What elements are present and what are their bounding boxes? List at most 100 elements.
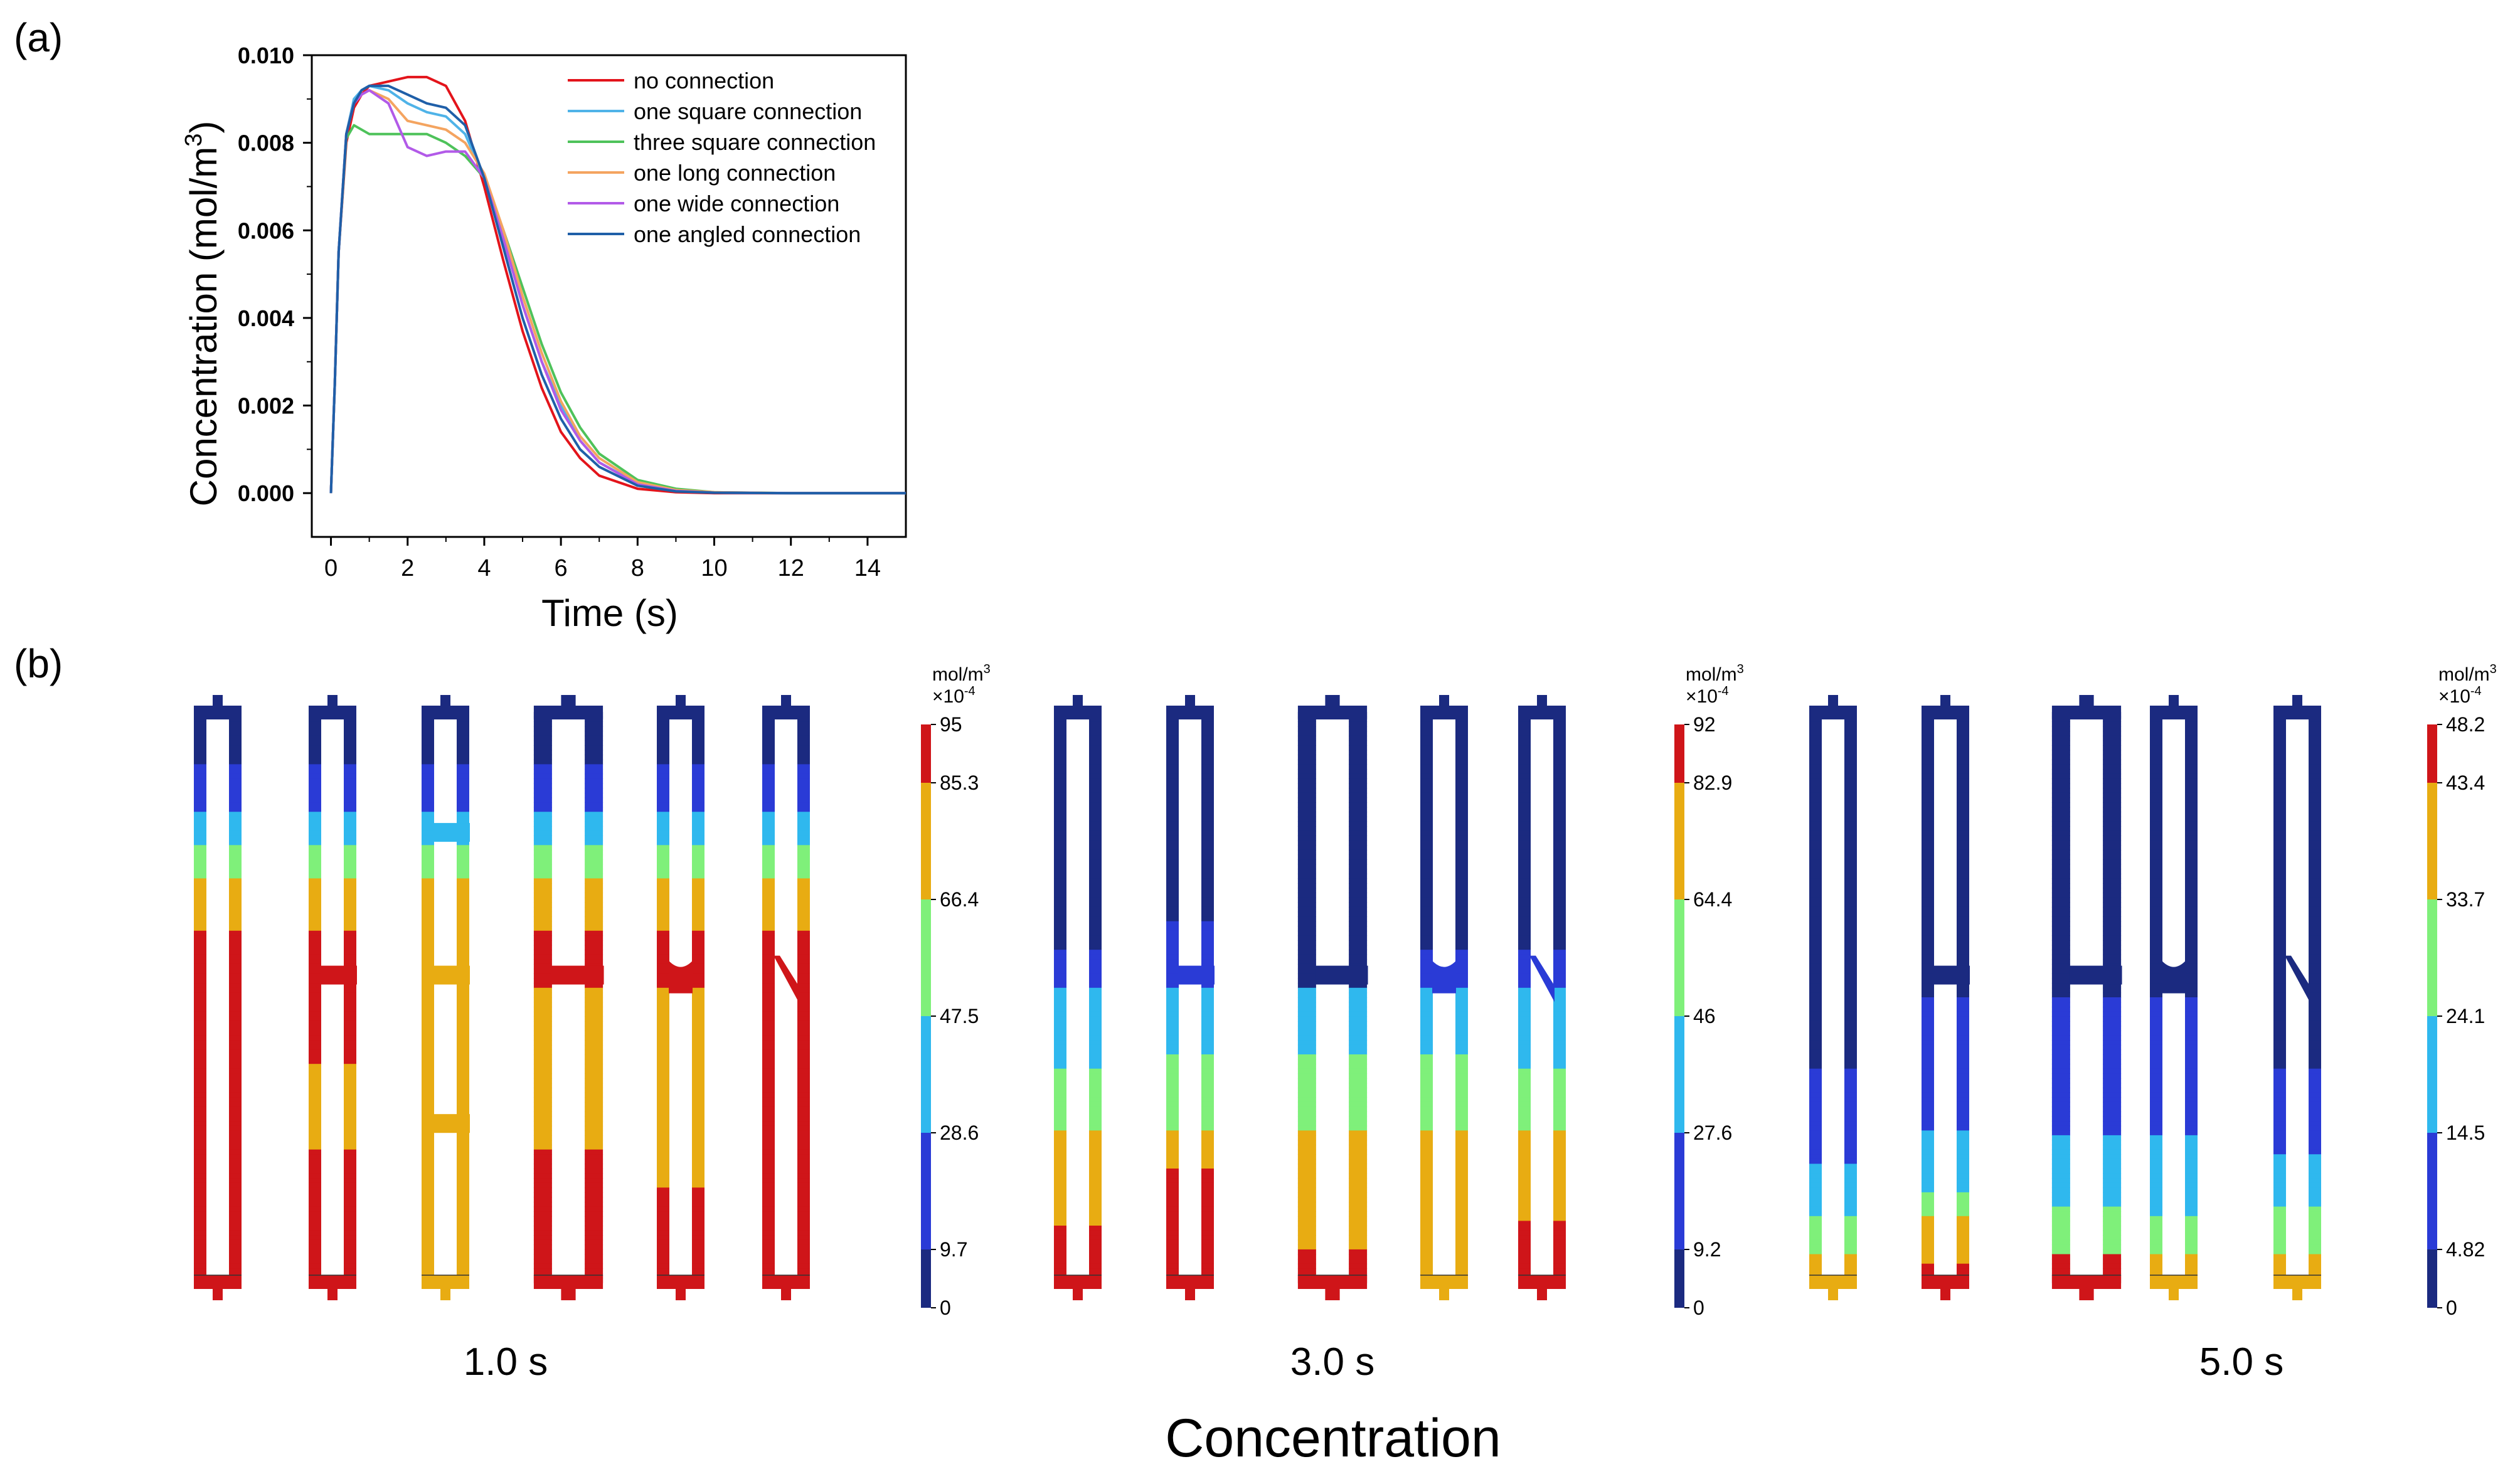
channel-segment [762,1068,775,1074]
channel-segment [457,906,469,913]
channel-segment [2309,764,2321,770]
channel-segment [1297,997,1316,1003]
channel-segment [1922,1064,1934,1069]
channel-segment [2051,797,2070,803]
channel-segment [533,911,552,917]
channel-segment [2185,1101,2198,1108]
channel-segment [2309,835,2321,841]
channel-segment [585,1169,603,1174]
channel-segment [2103,1211,2122,1217]
channel-segment [657,963,669,970]
channel-segment [692,1040,704,1046]
channel-segment [1922,888,1934,893]
channel-segment [533,745,552,751]
channel-segment [1089,1083,1102,1088]
channel-segment [344,1249,356,1255]
channel-segment [1297,1007,1316,1012]
channel-segment [762,1125,775,1132]
channel-segment [1922,1235,1934,1241]
channel-segment [1166,1049,1179,1055]
channel-segment [585,1263,603,1270]
channel-segment [1420,987,1433,994]
channel-segment [344,1097,356,1103]
channel-segment [422,830,434,836]
channel-segment [1420,788,1433,793]
channel-segment [2273,1254,2286,1259]
channel-segment [2051,830,2070,836]
channel-segment [797,726,810,732]
channel-segment [1922,792,1934,798]
channel-segment [1844,1007,1857,1012]
channel-segment [2051,968,2070,974]
channel-segment [2051,1235,2070,1241]
channel-segment [1089,878,1102,884]
channel-segment [762,1226,775,1231]
channel-segment [585,873,603,879]
channel-segment [1201,1259,1214,1265]
channel-segment [1201,1111,1214,1117]
channel-segment [1054,1121,1066,1127]
channel-segment [1349,1145,1368,1150]
channel-segment [2273,1268,2286,1274]
channel-segment [309,726,321,732]
channel-segment [1297,1092,1316,1098]
channel-segment [457,1149,469,1155]
channel-segment [2051,954,2070,960]
channel-segment [533,1073,552,1079]
channel-segment [2273,773,2286,779]
colorbar-tick-label: 47.5 [940,1005,979,1027]
channel-segment [1809,1259,1822,1265]
outlet [213,1288,223,1300]
channel-segment [2150,1268,2162,1274]
channel-segment [194,1259,206,1265]
channel-segment [1054,1064,1066,1069]
channel-segment [194,1249,206,1255]
channel-segment [309,821,321,827]
channel-segment [1054,731,1066,736]
channel-segment [2185,849,2198,856]
channel-segment [2150,802,2162,808]
channel-segment [1297,1101,1316,1108]
channel-segment [797,954,810,960]
channel-segment [1349,1054,1368,1060]
channel-segment [457,1173,469,1179]
channel-segment [2185,1121,2198,1127]
channel-segment [194,778,206,784]
channel-segment [2103,1026,2122,1031]
channel-segment [1089,940,1102,946]
channel-segment [585,750,603,756]
channel-segment [229,940,242,946]
channel-segment [1089,816,1102,822]
channel-segment [1201,1011,1214,1017]
channel-segment [1166,1092,1179,1098]
channel-segment [344,873,356,879]
channel-segment [2185,950,2198,955]
channel-segment [1089,1068,1102,1074]
channel-segment [2051,778,2070,784]
channel-segment [1455,916,1468,922]
channel-segment [692,935,704,941]
channel-segment [1201,1007,1214,1012]
channel-segment [1349,997,1368,1003]
channel-segment [1420,807,1433,813]
channel-segment [422,1239,434,1246]
channel-segment [1844,1106,1857,1112]
channel-segment [1420,1083,1433,1088]
channel-segment [2273,954,2286,960]
channel-segment [533,764,552,770]
channel-segment [422,783,434,789]
channel-segment [457,788,469,793]
channel-segment [2051,812,2070,817]
channel-segment [692,783,704,789]
channel-segment [1166,1068,1179,1074]
channel-segment [533,1159,552,1165]
channel-segment [2309,1121,2321,1127]
channel-segment [797,1140,810,1145]
channel-segment [585,950,603,955]
channel-segment [1809,888,1822,893]
channel-segment [762,1221,775,1226]
channel-segment [422,1049,434,1055]
channel-segment [1553,878,1566,884]
channel-segment [1349,1182,1368,1189]
channel-segment [309,1125,321,1132]
